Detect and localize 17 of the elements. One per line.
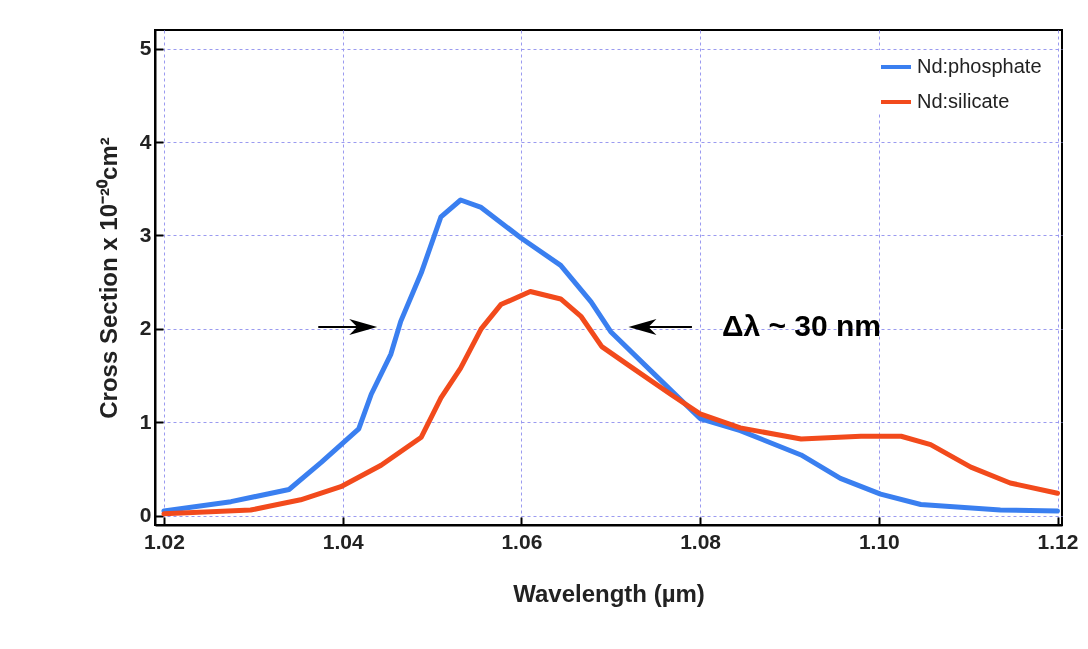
x-tick-label: 1.04 <box>322 529 364 553</box>
annotation: Δλ ~ 30 nm <box>721 309 882 342</box>
x-tick-label: 1.12 <box>1037 529 1079 553</box>
legend-label: Nd:silicate <box>917 90 1010 112</box>
y-tick-label: 5 <box>139 36 152 60</box>
y-tick-label: 4 <box>139 129 152 153</box>
legend-label: Nd:phosphate <box>917 55 1042 77</box>
y-axis-title: Cross Section x 10⁻²⁰cm² <box>94 137 122 419</box>
x-tick-label: 1.10 <box>858 529 900 553</box>
y-tick-label: 0 <box>139 503 152 527</box>
x-tick-label: 1.06 <box>501 529 543 553</box>
y-tick-label: 3 <box>139 222 152 246</box>
x-tick-label: 1.08 <box>680 529 722 553</box>
x-axis-title: Wavelength (µm) <box>513 579 705 607</box>
x-tick-label: 1.02 <box>144 529 185 553</box>
y-tick-label: 1 <box>139 409 152 433</box>
y-tick-label: 2 <box>139 316 152 340</box>
